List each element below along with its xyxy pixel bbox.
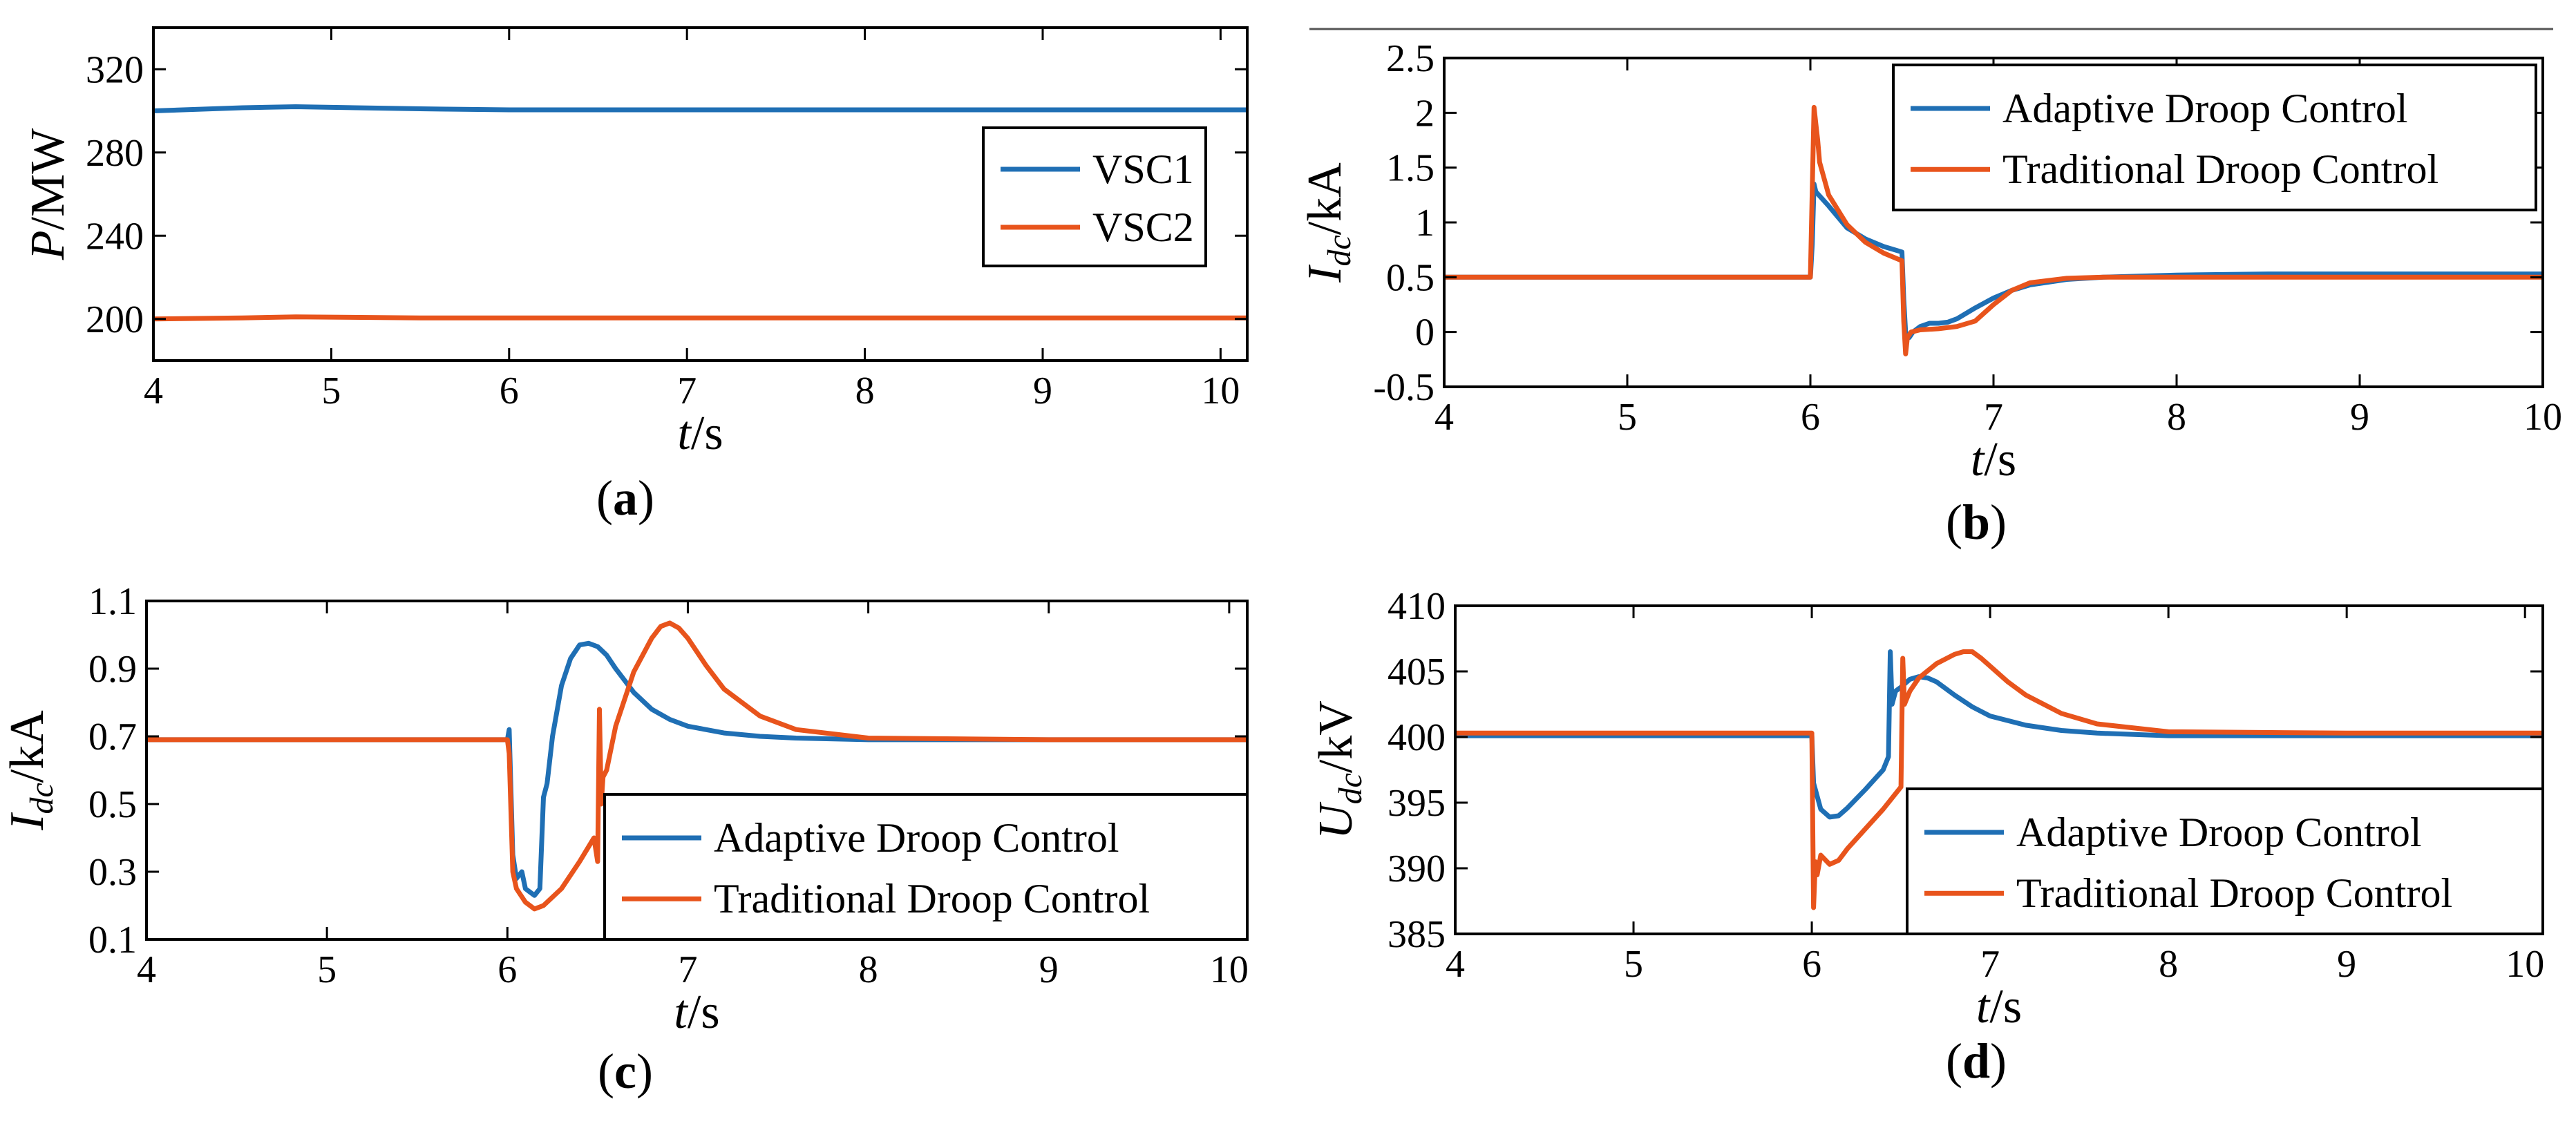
panel-caption: (d) (1946, 1033, 2007, 1089)
y-tick-label: 0.5 (88, 783, 137, 826)
x-tick-label: 6 (1801, 396, 1820, 439)
series-line-adaptive (1455, 649, 2543, 820)
y-tick-label: 240 (86, 215, 144, 258)
x-tick-label: 6 (500, 370, 519, 412)
panel-caption: (c) (598, 1044, 653, 1099)
x-axis-label: t/s (677, 407, 723, 460)
chart-panel-a: 4 5 6 7 8 9 10 200 240 280 320 t/s P/MW VSC1 VSC2 (a) (21, 26, 1249, 526)
series-line-adaptive (146, 640, 1247, 898)
x-tick-label: 7 (1980, 943, 2000, 986)
x-axis-label: t/s (1971, 433, 2016, 486)
y-tick-label: 385 (1388, 913, 1446, 956)
legend-entry-label: VSC2 (1092, 204, 1194, 250)
x-tick-label: 10 (1201, 370, 1240, 412)
x-tick-label: 8 (855, 370, 875, 412)
chart-panel-b: 4 5 6 7 8 9 10 -0.5 0 0.5 1 1.5 2 2.5 t/s Idc/kA Adaptiv… (1298, 37, 2562, 550)
series-line-vsc1 (153, 104, 1247, 113)
y-tick-label: 0.7 (88, 716, 137, 758)
x-axis-label: t/s (1976, 980, 2022, 1033)
x-tick-label: 9 (2337, 943, 2356, 986)
y-tick-label: 1.5 (1386, 147, 1434, 190)
series-group (1455, 649, 2543, 910)
y-tick-label: 2 (1415, 92, 1434, 135)
series-line-vsc2 (153, 314, 1247, 322)
y-tick-label: -0.5 (1373, 366, 1434, 409)
x-tick-label: 4 (137, 948, 156, 991)
legend: Adaptive Droop Control Traditional Droop … (1906, 787, 2544, 935)
series-group (146, 620, 1247, 912)
y-tick-label: 1 (1415, 202, 1434, 245)
legend-entry-label: Traditional Droop Control (2016, 870, 2452, 916)
x-tick-label: 8 (859, 948, 878, 991)
series-group (153, 104, 1247, 322)
y-tick-label: 320 (86, 48, 144, 91)
x-tick-label: 6 (498, 948, 517, 991)
x-tick-label: 9 (2350, 396, 2369, 439)
legend-box (1906, 787, 2544, 935)
x-tick-label: 6 (1802, 943, 1821, 986)
panel-caption: (a) (596, 470, 654, 526)
y-axis-label: Udc/kV (1309, 700, 1369, 839)
x-tick-label: 10 (1210, 948, 1249, 991)
y-tick-label: 0.1 (88, 919, 137, 962)
legend-entry-label: Adaptive Droop Control (714, 815, 1119, 861)
y-tick-label: 390 (1388, 848, 1446, 890)
y-tick-label: 280 (86, 132, 144, 175)
x-tick-label: 9 (1039, 948, 1059, 991)
legend-entry-label: Traditional Droop Control (2002, 146, 2438, 192)
x-tick-label: 4 (144, 370, 163, 412)
y-tick-label: 1.1 (88, 580, 137, 623)
x-tick-label: 5 (1618, 396, 1637, 439)
x-axis-label: t/s (674, 986, 719, 1039)
y-tick-label: 405 (1388, 651, 1446, 694)
x-tick-label: 7 (677, 370, 697, 412)
chart-panel-d: 4 5 6 7 8 9 10 385 390 395 400 405 410 t/s Udc/kV Adapt… (1309, 585, 2544, 1089)
y-axis-label: P/MW (21, 128, 75, 261)
chart-panel-c: 4 5 6 7 8 9 10 0.1 0.3 0.5 0.7 0.9 1.1 t/s Idc/kA Adapt… (1, 580, 1249, 1099)
legend-box (1892, 64, 2537, 211)
y-tick-label: 2.5 (1386, 37, 1434, 80)
legend-box (603, 793, 1249, 941)
y-tick-label: 0.5 (1386, 256, 1434, 299)
x-tick-label: 5 (317, 948, 337, 991)
y-tick-label: 200 (86, 298, 144, 341)
x-tick-label: 5 (321, 370, 341, 412)
y-tick-label: 0 (1415, 312, 1434, 354)
x-tick-label: 7 (678, 948, 697, 991)
y-tick-label: 0.3 (88, 851, 137, 894)
x-tick-label: 9 (1033, 370, 1052, 412)
legend-entry-label: Traditional Droop Control (714, 876, 1150, 921)
x-tick-label: 10 (2523, 396, 2562, 439)
panel-caption: (b) (1946, 495, 2007, 550)
y-tick-label: 400 (1388, 716, 1446, 759)
x-tick-label: 10 (2506, 943, 2544, 986)
y-tick-label: 395 (1388, 782, 1446, 825)
x-tick-label: 8 (2167, 396, 2186, 439)
legend-entry-label: Adaptive Droop Control (2016, 810, 2422, 855)
y-tick-label: 410 (1388, 585, 1446, 628)
legend: Adaptive Droop Control Traditional Droop … (603, 793, 1249, 941)
legend-entry-label: VSC1 (1092, 146, 1194, 192)
x-tick-label: 8 (2159, 943, 2178, 986)
y-tick-label: 0.9 (88, 648, 137, 691)
x-tick-label: 4 (1434, 396, 1454, 439)
y-axis-label: Idc/kA (1298, 162, 1358, 283)
x-tick-label: 7 (1984, 396, 2003, 439)
legend-box (982, 126, 1207, 267)
x-tick-label: 5 (1624, 943, 1643, 986)
series-line-traditional (146, 620, 1247, 912)
legend: Adaptive Droop Control Traditional Droop … (1892, 64, 2537, 211)
series-line-traditional (1444, 104, 2543, 356)
plot-frame (152, 26, 1249, 362)
legend: VSC1 VSC2 (982, 126, 1207, 267)
series-group (1444, 104, 2543, 356)
x-tick-label: 4 (1446, 943, 1465, 986)
y-axis-label: Idc/kA (1, 710, 60, 831)
series-line-traditional (1455, 649, 2543, 910)
legend-entry-label: Adaptive Droop Control (2002, 86, 2408, 131)
